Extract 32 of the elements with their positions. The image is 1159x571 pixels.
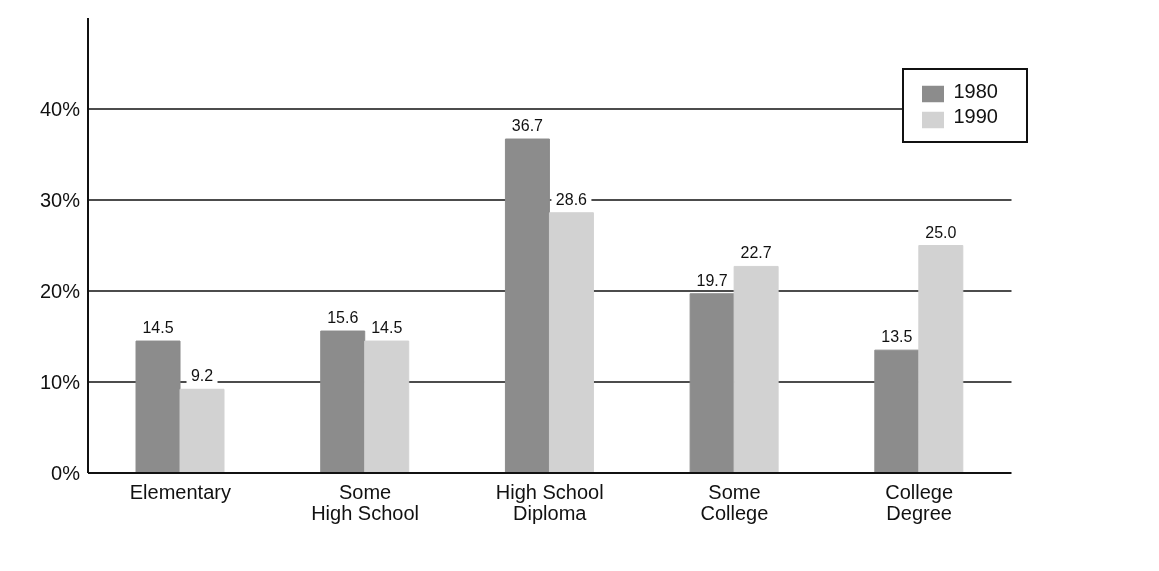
- data-label: 36.7: [511, 117, 544, 135]
- y-tick-label: 20%: [39, 280, 81, 303]
- data-label: 22.7: [740, 244, 772, 262]
- y-tick-label: 0%: [51, 462, 81, 485]
- bar: [320, 330, 366, 473]
- data-label: 13.5: [881, 328, 913, 346]
- y-tick-label: 10%: [39, 371, 81, 394]
- x-tick-label: Elementary: [129, 481, 231, 503]
- bar: [135, 340, 181, 473]
- data-label: 14.5: [371, 319, 403, 337]
- bar: [364, 340, 410, 473]
- data-label: 25.0: [925, 223, 957, 241]
- x-tick-label: Some High School: [311, 481, 419, 524]
- x-tick-label: College Degree: [885, 481, 954, 524]
- data-label: 14.5: [142, 319, 174, 337]
- data-label: 28.6: [555, 190, 588, 208]
- x-tick-label: Some College: [700, 481, 769, 524]
- legend-label: 1980: [953, 80, 998, 102]
- data-label: 19.7: [696, 271, 728, 289]
- bar: [179, 388, 225, 473]
- bar: [504, 138, 550, 473]
- bar: [874, 349, 920, 473]
- y-tick-label: 30%: [39, 189, 81, 212]
- bar: [689, 293, 735, 473]
- bar: [548, 212, 594, 473]
- legend-label: 1990: [953, 105, 998, 128]
- y-tick-label: 40%: [39, 98, 81, 121]
- bar: [733, 265, 779, 473]
- x-tick-label: High School Diploma: [495, 481, 604, 524]
- data-label: 9.2: [190, 367, 214, 385]
- bar: [918, 245, 964, 473]
- data-label: 15.6: [327, 309, 359, 327]
